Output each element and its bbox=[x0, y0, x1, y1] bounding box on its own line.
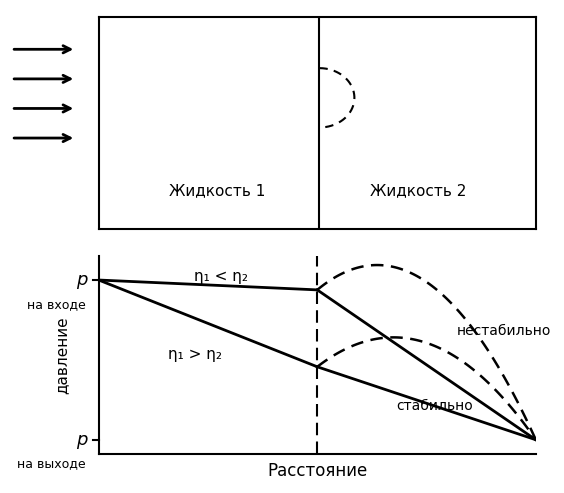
Text: Жидкость 1: Жидкость 1 bbox=[169, 183, 265, 199]
Text: на выходе: на выходе bbox=[17, 458, 86, 470]
Text: нестабильно: нестабильно bbox=[457, 324, 552, 338]
Text: η₁ > η₂: η₁ > η₂ bbox=[168, 348, 222, 362]
Text: р: р bbox=[76, 431, 88, 449]
Text: стабильно: стабильно bbox=[396, 399, 473, 413]
Text: Жидкость 2: Жидкость 2 bbox=[369, 183, 466, 199]
Text: η₁ < η₂: η₁ < η₂ bbox=[194, 269, 248, 283]
Text: р: р bbox=[76, 271, 88, 289]
Text: на входе: на входе bbox=[27, 298, 86, 311]
X-axis label: Расстояние: Расстояние bbox=[267, 462, 367, 480]
Text: давление: давление bbox=[54, 316, 69, 394]
